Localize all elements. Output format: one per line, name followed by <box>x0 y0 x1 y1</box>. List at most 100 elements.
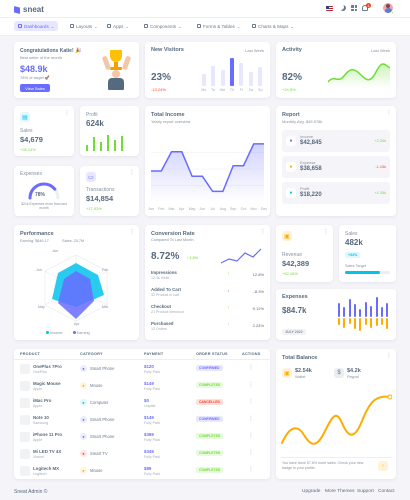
visitor-day-label: Sa <box>248 88 254 92</box>
sales-small-value: 482k <box>345 238 363 247</box>
income-month-label: Jul <box>210 207 215 211</box>
product-brand: Xiaomi <box>33 455 44 459</box>
product-category: Smart Phone <box>90 434 115 439</box>
profit-value: 624k <box>86 119 104 128</box>
expense-bar-down <box>337 318 340 325</box>
payment-amount: $149 <box>144 381 154 386</box>
row-actions-icon[interactable]: ⋮ <box>248 382 254 388</box>
language-flag-icon[interactable] <box>326 6 333 11</box>
category-icon: ● <box>80 416 87 423</box>
menu-forms-tables[interactable]: Forms & Tables ⌄ <box>193 21 244 31</box>
table-header-cell: PAYMENT <box>144 352 164 356</box>
menu-components[interactable]: Components ⌄ <box>140 21 185 31</box>
congrats-title: Congratulations Katie! 🎉 <box>20 48 82 54</box>
report-item-label: Income <box>300 134 314 139</box>
paypal-value: $4.2k <box>347 368 361 374</box>
profit-label: Profit <box>86 112 98 118</box>
performance-legend: Income Earning <box>46 331 90 335</box>
conversion-more-icon[interactable]: ⋮ <box>260 229 266 235</box>
theme-toggle-icon[interactable] <box>340 5 346 11</box>
table-row[interactable]: OnePlus 7Pro OnePlus ● Smart Phone $120 Fully… <box>14 362 270 378</box>
expense-bar-down <box>380 318 383 325</box>
row-actions-icon[interactable]: ⋮ <box>248 416 254 422</box>
expense-bar-down <box>370 318 373 328</box>
online-status-dot <box>391 11 394 14</box>
menu-apps[interactable]: Apps ⌄ <box>103 21 133 31</box>
report-item-value: $18,220 <box>300 192 322 198</box>
order-status-badge: CONFIRMED <box>196 365 223 371</box>
wallet-icon: ▣ <box>282 368 292 378</box>
product-category: Mouse <box>90 383 103 388</box>
menu-charts-maps[interactable]: Charts & Maps ⌄ <box>248 21 298 31</box>
row-actions-icon[interactable]: ⋮ <box>248 433 254 439</box>
table-row[interactable]: Logitech MX Logitech ● Mouse $89 Fully Paid CO… <box>14 464 270 480</box>
table-row[interactable]: Mi LED TV 4X Xiaomi ● Smart TV $349 Fully Pai… <box>14 447 270 463</box>
total-income-card: Total Income Yearly report overview Jan F… <box>145 106 270 216</box>
visitor-day-label: We <box>219 88 226 92</box>
payment-status: Fully Paid <box>144 421 160 425</box>
menu-dashboards[interactable]: Dashboards ⌄ <box>14 21 59 31</box>
report-more-icon[interactable]: ⋮ <box>386 110 392 116</box>
performance-more-icon[interactable]: ⋮ <box>129 229 135 235</box>
performance-radar-chart <box>44 254 108 322</box>
conversion-item: Impressions 12.4k Visits ↑ 12.8% <box>151 269 264 284</box>
row-actions-icon[interactable]: ⋮ <box>248 467 254 473</box>
table-row[interactable]: Magic Mouse Apple ● Mouse $149 Fully Paid COMP… <box>14 379 270 395</box>
product-category: Smart Phone <box>90 366 115 371</box>
report-item-label: Expense <box>300 160 316 165</box>
chevron-down-icon: ⌄ <box>178 23 182 29</box>
total-balance-divider <box>280 457 392 458</box>
row-actions-icon[interactable]: ⋮ <box>248 399 254 405</box>
sneat-logo-icon[interactable] <box>14 6 20 14</box>
notification-bell-icon[interactable] <box>362 5 368 11</box>
chevron-down-icon: ⌄ <box>125 23 129 29</box>
report-subtitle: Monthly Avg. $45.578k <box>282 119 323 124</box>
conversion-change: ↑ 4.8% <box>186 255 199 260</box>
radar-axis-jan: Jan <box>52 249 58 253</box>
expenses-gauge-value: 78% <box>35 192 46 198</box>
income-month-label: Oct <box>241 207 247 211</box>
transactions-more-icon[interactable]: ⋮ <box>129 170 135 176</box>
report-item: ● Income $42,845 +2.34k <box>282 130 390 152</box>
product-brand: OnePlus <box>33 370 47 374</box>
new-visitors-period[interactable]: Last Week <box>245 48 264 53</box>
table-row[interactable]: iMac Pro Apple ● Computer $0 Unpaid CANCELLED ⋮ <box>14 396 270 412</box>
footer-link-support[interactable]: Support <box>357 489 374 494</box>
category-icon: ● <box>80 450 87 457</box>
sales-change: +28.14% <box>20 147 36 152</box>
legend-income: Income <box>46 331 63 335</box>
row-actions-icon[interactable]: ⋮ <box>248 450 254 456</box>
total-balance-more-icon[interactable]: ⋮ <box>386 353 392 359</box>
new-visitors-day-labels: Mo Tu We Th Fr Sa Su <box>199 88 265 94</box>
report-item-value: $38,658 <box>300 166 322 172</box>
user-avatar[interactable] <box>383 3 393 13</box>
order-status-badge: COMPLETED <box>196 433 224 439</box>
home-icon <box>18 24 22 28</box>
footer-link-contact[interactable]: Contact <box>378 489 395 494</box>
table-header-cell: ORDER STATUS <box>196 352 228 356</box>
income-month-label: Jun <box>199 207 205 211</box>
revenue-more-icon[interactable]: ⋮ <box>323 229 329 235</box>
table-row[interactable]: iPhone 11 Pro Apple ● Smart Phone $399 Fully … <box>14 430 270 446</box>
payment-amount: $89 <box>144 466 152 471</box>
expenses-label: Expenses <box>20 171 42 177</box>
income-month-label: Mar <box>168 207 175 211</box>
footer-link-upgrade[interactable]: Upgrade <box>302 489 321 494</box>
table-row[interactable]: Note 10 Samsung ● Smart Phone $149 Fully Paid… <box>14 413 270 429</box>
conversion-item-label: Purchased <box>151 321 174 326</box>
wallet-label: Wallet <box>295 375 306 379</box>
shortcuts-grid-icon[interactable] <box>351 5 357 11</box>
sales-more-icon[interactable]: ⋮ <box>64 110 70 116</box>
activity-period[interactable]: Last Week <box>371 48 390 53</box>
footer-link-more-themes[interactable]: More Themes <box>325 489 355 494</box>
chevron-right-icon[interactable]: › <box>378 461 388 471</box>
row-actions-icon[interactable]: ⋮ <box>248 365 254 371</box>
view-sales-button[interactable]: View Sales <box>20 84 50 92</box>
product-thumbnail <box>20 364 30 374</box>
brand-name[interactable]: sneat <box>23 5 44 14</box>
profit-bar <box>114 140 116 151</box>
expenses-chart-value: $84.7k <box>282 306 307 315</box>
product-brand: Logitech <box>33 472 47 476</box>
product-thumbnail <box>20 432 30 442</box>
menu-layouts[interactable]: Layouts ⌄ <box>66 21 101 31</box>
